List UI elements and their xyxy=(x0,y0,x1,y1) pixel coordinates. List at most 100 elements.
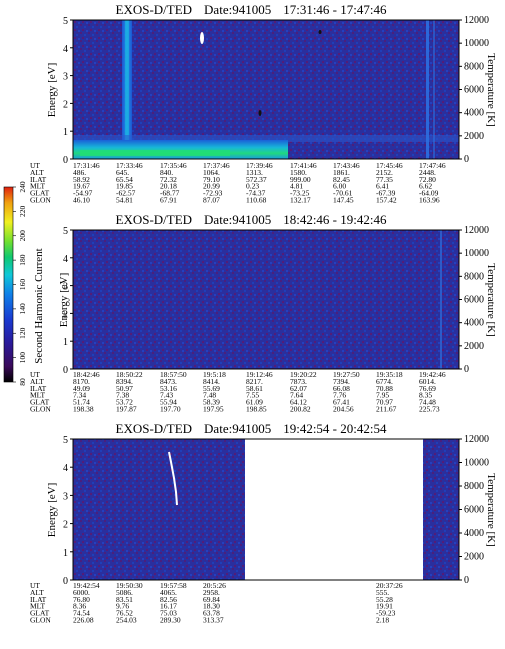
panel-3-orbit-cell: 69.84 xyxy=(203,595,220,604)
panel-3-orbit-cell: 289.30 xyxy=(160,616,181,625)
panel-3-white-trace xyxy=(168,451,178,506)
panel-2-orbit-row-label: ALT xyxy=(30,377,44,386)
panel-2-orbit-cell: 7.48 xyxy=(203,391,216,400)
panel-1-orbit-cell: 1313. xyxy=(246,168,263,177)
panel-2-orbit-cell: 50.97 xyxy=(116,384,133,393)
panel-1-orbit-cell: 2152. xyxy=(376,168,393,177)
panel-3-orbit-cell: 8.36 xyxy=(73,602,86,611)
panel-1-orbit-cell: 19.67 xyxy=(73,182,90,191)
panel-1: EXOS-D/TED Date:941005 17:31:46 - 17:47:46… xyxy=(30,2,497,205)
panel-3-orbit-row-label: GLAT xyxy=(30,609,50,618)
panel-1-upper-band xyxy=(73,135,459,142)
panel-3-orbit-cell: 313.37 xyxy=(203,616,224,625)
colorbar-tick-label: 80 xyxy=(18,378,27,386)
panel-3-heatmap-right xyxy=(423,439,459,580)
panel-3-orbit-cell: 16.17 xyxy=(160,602,177,611)
panel-1-y2tick-label: 0 xyxy=(464,154,469,165)
panel-3-orbit-cell: 19.91 xyxy=(376,602,393,611)
panel-3-orbit-cell: 555. xyxy=(376,588,389,597)
panel-3-y-axis: 0 1 2 3 4 5 xyxy=(63,435,73,587)
panel-1-orbit-cell: 1861. xyxy=(333,168,350,177)
panel-1-orbit-cell: 72.32 xyxy=(160,175,177,184)
panel-1-y2tick-label: 12000 xyxy=(464,15,489,26)
panel-1-y2label: Temperature [K] xyxy=(485,53,497,126)
panel-3-orbit-cell: 76.52 xyxy=(116,609,133,618)
panel-2-orbit-cell: 200.82 xyxy=(290,405,311,414)
panel-2-ytick-label: 2 xyxy=(63,309,68,320)
panel-3-y2tick-label: 2000 xyxy=(464,552,484,563)
panel-2-orbit-row-label: UT xyxy=(30,370,40,379)
panel-2-orbit-cell: 7.95 xyxy=(376,391,389,400)
panel-1-orbit-cell: 645. xyxy=(116,168,129,177)
panel-1-spike-core xyxy=(125,20,129,159)
panel-2-orbit-row-label: GLAT xyxy=(30,398,50,407)
panel-1-orbit-cell: 77.35 xyxy=(376,175,393,184)
panel-1-orbit-row-label: MLT xyxy=(30,182,46,191)
panel-2-orbit-cell: 211.67 xyxy=(376,405,397,414)
panel-2-orbit-cell: 8170. xyxy=(73,377,90,386)
colorbar: 80 100 120 140 160 180 200 220 240 Second Harmon… xyxy=(3,181,45,386)
panel-1-ytick-label: 0 xyxy=(63,155,68,166)
panel-1-orbit-cell: 6.62 xyxy=(419,182,432,191)
panel-3-orbit-cell: 74.54 xyxy=(73,609,90,618)
panel-3-orbit-cell: 4065. xyxy=(160,588,177,597)
panel-2-orbit-cell: 6014. xyxy=(419,377,436,386)
panel-3-ytick-label: 1 xyxy=(63,548,68,559)
panel-1-orbit-cell: 17:35:46 xyxy=(160,161,187,170)
panel-2-orbit-cell: 51.74 xyxy=(73,398,90,407)
colorbar-tick-label: 140 xyxy=(18,303,27,315)
panel-1-ytick-label: 5 xyxy=(63,16,68,27)
panel-1-orbit-cell: 132.17 xyxy=(290,196,311,205)
colorbar-gradient xyxy=(4,187,13,382)
panel-3-orbit-cell: 254.03 xyxy=(116,616,137,625)
panel-2-orbit-cell: 53.72 xyxy=(116,398,133,407)
panel-3-orbit-cell: 55.28 xyxy=(376,595,393,604)
panel-2-orbit-cell: 62.07 xyxy=(290,384,307,393)
panel-2-orbit-cell: 8473. xyxy=(160,377,177,386)
panel-1-orbit-cell: 17:31:46 xyxy=(73,161,100,170)
panel-1-y2tick-label: 6000 xyxy=(464,85,484,96)
panel-2-orbit-cell: 19:12:46 xyxy=(246,370,273,379)
panel-2-title: EXOS-D/TED Date:941005 18:42:46 - 19:42:46 xyxy=(116,212,387,227)
panel-3-orbit-cell: 20:37:26 xyxy=(376,581,403,590)
panel-1-y2-axis: 0 2000 4000 6000 8000 10000 12000 xyxy=(459,15,489,165)
panel-1-ytick-label: 2 xyxy=(63,99,68,110)
panel-1-white-spot xyxy=(200,32,204,44)
panel-1-orbit-cell: -64.09 xyxy=(419,189,439,198)
panel-1-orbit-cell: 4.81 xyxy=(290,182,303,191)
panel-2-orbit-cell: 58.39 xyxy=(203,398,220,407)
panel-2-orbit-cell: 18:57:50 xyxy=(160,370,187,379)
panel-1-ytick-label: 1 xyxy=(63,127,68,138)
panel-3: EXOS-D/TED Date:941005 19:42:54 - 20:42:54… xyxy=(30,421,497,625)
panel-2-orbit-cell: 198.85 xyxy=(246,405,267,414)
panel-2-orbit-cell: 70.88 xyxy=(376,384,393,393)
panel-2-orbit-cell: 18:42:46 xyxy=(73,370,100,379)
panel-2-orbit-cell: 55.69 xyxy=(203,384,220,393)
panel-3-orbit-cell: 76.80 xyxy=(73,595,90,604)
panel-1-orbit-cell: 17:45:46 xyxy=(376,161,403,170)
panel-2-orbit-row-label: ILAT xyxy=(30,384,47,393)
panel-2-y2tick-label: 2000 xyxy=(464,341,484,352)
panel-3-ytick-label: 3 xyxy=(63,491,68,502)
panel-1-title: EXOS-D/TED Date:941005 17:31:46 - 17:47:46 xyxy=(116,2,387,17)
panel-2-orbit-cell: 7.76 xyxy=(333,391,346,400)
panel-3-ylabel: Energy [eV] xyxy=(46,483,58,537)
panel-3-ytick-label: 4 xyxy=(63,463,68,474)
panel-1-orbit-cell: -70.61 xyxy=(333,189,353,198)
panel-2-y2tick-label: 4000 xyxy=(464,318,484,329)
panel-1-y2tick-label: 8000 xyxy=(464,61,484,72)
panel-1-y2tick-label: 2000 xyxy=(464,131,484,142)
panel-2-heatmap xyxy=(73,230,459,369)
panel-3-y2tick-label: 0 xyxy=(464,575,469,586)
panel-2-y2label: Temperature [K] xyxy=(485,263,497,336)
colorbar-tick-label: 200 xyxy=(18,230,27,242)
panel-2-orbit-cell: 7.64 xyxy=(290,391,303,400)
panel-2-right-streak xyxy=(440,230,442,369)
panel-1-orbit-cell: 1580. xyxy=(290,168,307,177)
panel-1-orbit-cell: 6.41 xyxy=(376,182,389,191)
panel-2-orbit-row-label: MLT xyxy=(30,391,46,400)
panel-3-y2tick-label: 4000 xyxy=(464,528,484,539)
panel-3-ytick-label: 2 xyxy=(63,520,68,531)
panel-1-orbit-cell: 79.10 xyxy=(203,175,220,184)
